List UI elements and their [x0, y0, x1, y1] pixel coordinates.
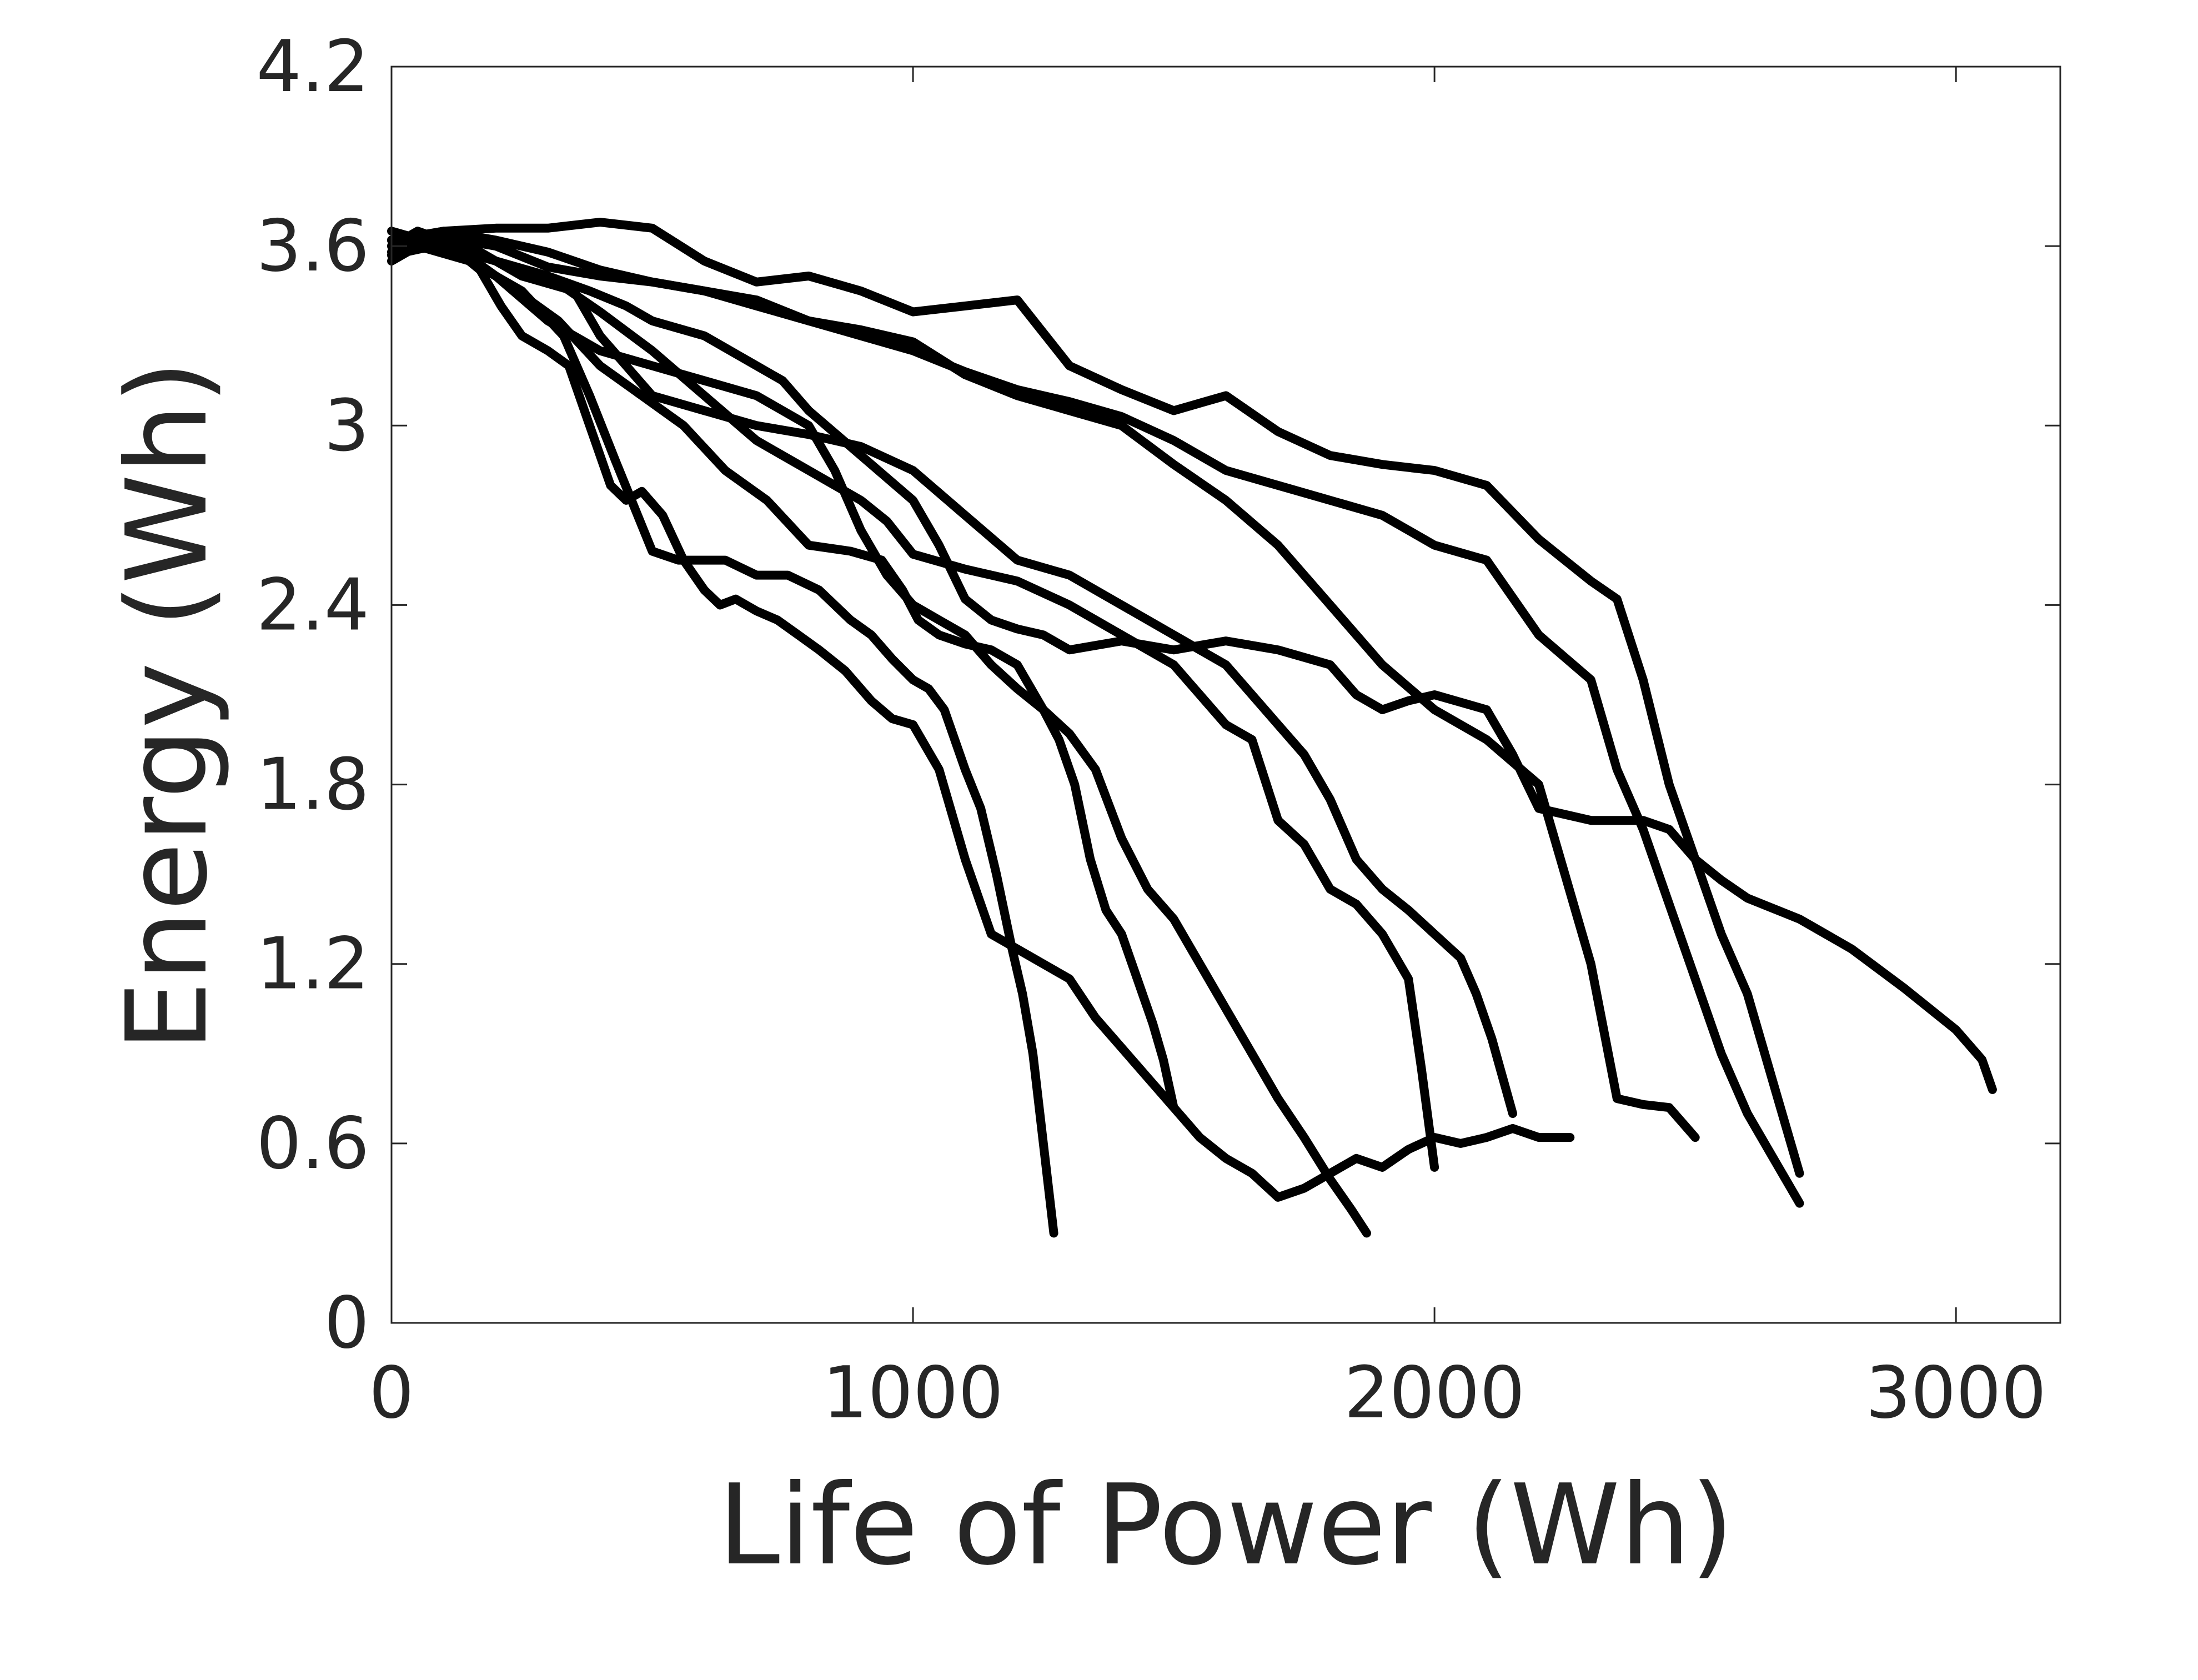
y-tick-label: 1.2	[256, 923, 369, 1006]
series-line-3	[387, 242, 1178, 1112]
axes	[390, 66, 2061, 1324]
series-line-10	[387, 218, 1804, 1178]
series-line-1	[387, 242, 1058, 1238]
series-line-9	[387, 235, 1997, 1094]
y-tick-label: 1.8	[256, 744, 369, 826]
y-tick-label: 3.6	[256, 205, 369, 288]
series-group	[387, 218, 1997, 1238]
x-tick-label: 0	[369, 1352, 414, 1435]
plot-frame	[390, 66, 2061, 1324]
y-axis-title: Energy (Wh)	[103, 360, 232, 1051]
x-tick-label: 3000	[1865, 1352, 2046, 1435]
y-tick-label: 0	[324, 1282, 369, 1365]
series-line-8	[387, 227, 1804, 1208]
x-tick-label: 1000	[822, 1352, 1003, 1435]
series-line-6	[387, 242, 1517, 1118]
x-axis-title: Life of Power (Wh)	[718, 1461, 1734, 1590]
y-tick-label: 4.2	[256, 26, 369, 108]
series-line-2	[387, 227, 1575, 1202]
series-line-5	[387, 242, 1439, 1172]
y-tick-label: 3	[324, 384, 369, 467]
series-line-4	[387, 227, 1371, 1238]
y-tick-label: 2.4	[256, 564, 369, 646]
y-tick-label: 0.6	[256, 1102, 369, 1185]
ticks: 0 1000 2000 3000 0 0.6 1.2 1.8 2.4 3 3.6 4.2	[256, 26, 2060, 1435]
x-tick-label: 2000	[1344, 1352, 1525, 1435]
